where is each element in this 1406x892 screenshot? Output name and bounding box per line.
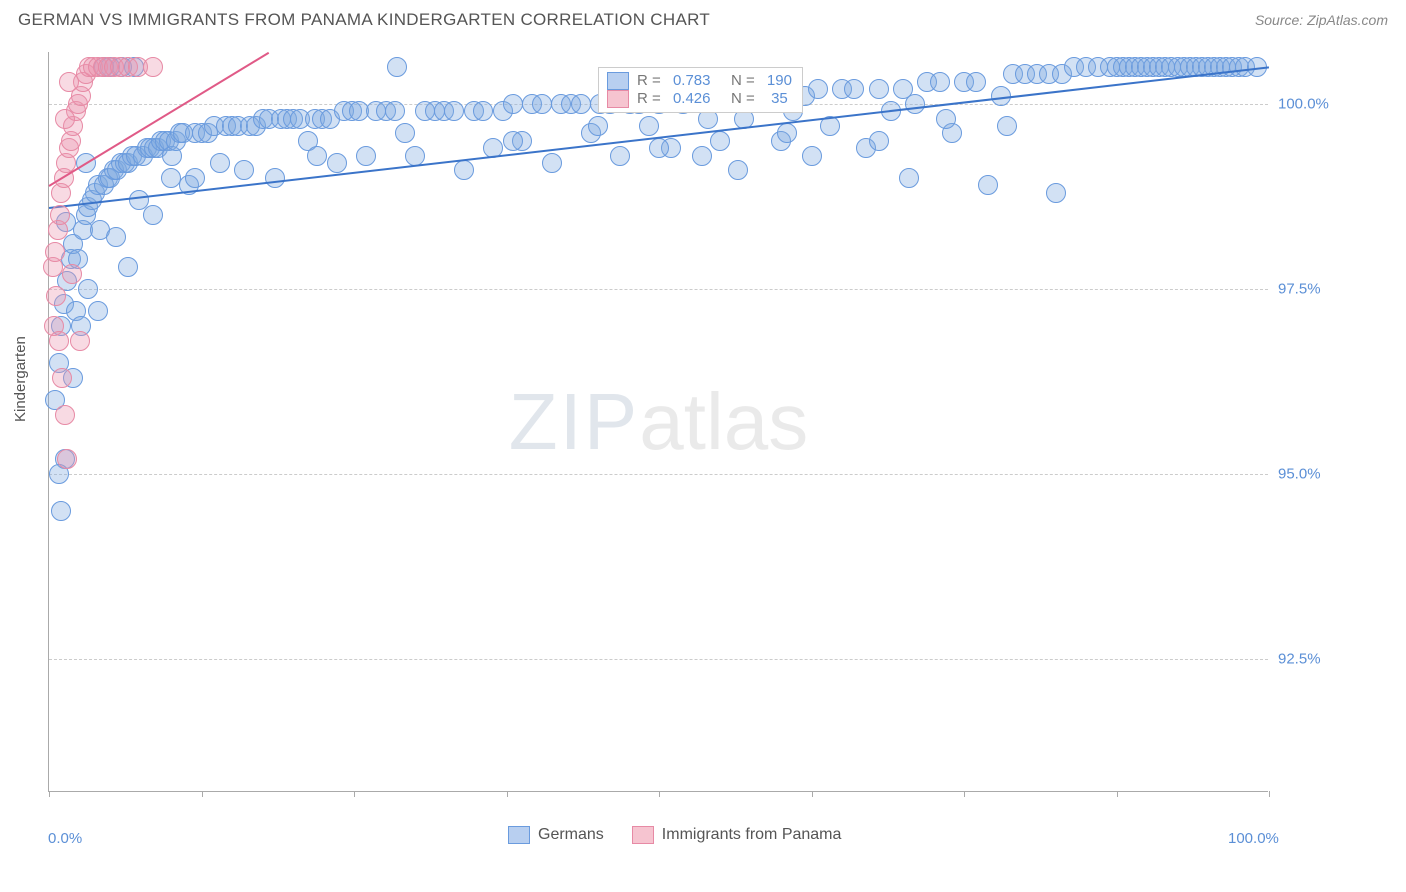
data-point [118,257,138,277]
y-tick-label: 92.5% [1278,650,1321,667]
data-point [532,94,552,114]
data-point [327,153,347,173]
data-point [571,94,591,114]
y-tick-label: 97.5% [1278,280,1321,297]
data-point [51,501,71,521]
data-point [143,57,163,77]
data-point [234,160,254,180]
plot-region: ZIPatlas R = 0.783 N = 190R = 0.426 N = … [48,52,1268,792]
data-point [161,168,181,188]
data-point [70,331,90,351]
data-point [649,138,669,158]
data-point [728,160,748,180]
data-point [692,146,712,166]
data-point [905,94,925,114]
data-point [50,205,70,225]
data-point [356,146,376,166]
data-point [930,72,950,92]
source-label: Source: ZipAtlas.com [1255,12,1388,28]
data-point [1046,183,1066,203]
data-point [978,175,998,195]
chart-title: GERMAN VS IMMIGRANTS FROM PANAMA KINDERG… [18,10,710,30]
x-tick [1269,791,1270,797]
legend-item: Immigrants from Panama [632,826,842,844]
data-point [62,264,82,284]
x-axis-max-label: 100.0% [1228,830,1279,847]
data-point [405,146,425,166]
stats-row: R = 0.426 N = 35 [607,90,792,108]
data-point [210,153,230,173]
data-point [49,331,69,351]
data-point [454,160,474,180]
legend-swatch [508,826,530,844]
data-point [503,94,523,114]
legend-swatch [607,72,629,90]
x-tick [659,791,660,797]
data-point [610,146,630,166]
data-point [588,116,608,136]
data-point [869,79,889,99]
data-point [899,168,919,188]
data-point [966,72,986,92]
data-point [503,131,523,151]
data-point [777,123,797,143]
data-point [473,101,493,121]
gridline [49,474,1268,475]
data-point [997,116,1017,136]
y-tick-label: 100.0% [1278,95,1329,112]
data-point [639,116,659,136]
x-tick [812,791,813,797]
data-point [143,205,163,225]
data-point [46,286,66,306]
data-point [52,368,72,388]
x-tick [964,791,965,797]
data-point [57,449,77,469]
legend-label: Immigrants from Panama [662,826,842,844]
data-point [88,301,108,321]
x-tick [49,791,50,797]
data-point [542,153,562,173]
watermark: ZIPatlas [509,376,808,468]
legend-swatch [607,90,629,108]
data-point [106,227,126,247]
data-point [45,242,65,262]
y-axis-title: Kindergarten [12,336,29,422]
data-point [844,79,864,99]
data-point [936,109,956,129]
legend-label: Germans [538,826,604,844]
data-point [265,168,285,188]
data-point [185,168,205,188]
data-point [55,109,75,129]
y-tick-label: 95.0% [1278,465,1321,482]
data-point [78,279,98,299]
data-point [395,123,415,143]
stats-row: R = 0.783 N = 190 [607,72,792,90]
x-axis-min-label: 0.0% [48,830,82,847]
chart-area: Kindergarten ZIPatlas R = 0.783 N = 190R… [48,52,1388,832]
data-point [387,57,407,77]
footer-legend: Germans Immigrants from Panama [508,826,841,844]
x-tick [354,791,355,797]
x-tick [202,791,203,797]
x-tick [507,791,508,797]
x-tick [1117,791,1118,797]
legend-swatch [632,826,654,844]
gridline [49,659,1268,660]
legend-item: Germans [508,826,604,844]
stats-box: R = 0.783 N = 190R = 0.426 N = 35 [598,67,803,113]
data-point [802,146,822,166]
data-point [385,101,405,121]
data-point [55,405,75,425]
data-point [808,79,828,99]
data-point [59,72,79,92]
data-point [710,131,730,151]
data-point [444,101,464,121]
gridline [49,289,1268,290]
data-point [307,146,327,166]
data-point [869,131,889,151]
